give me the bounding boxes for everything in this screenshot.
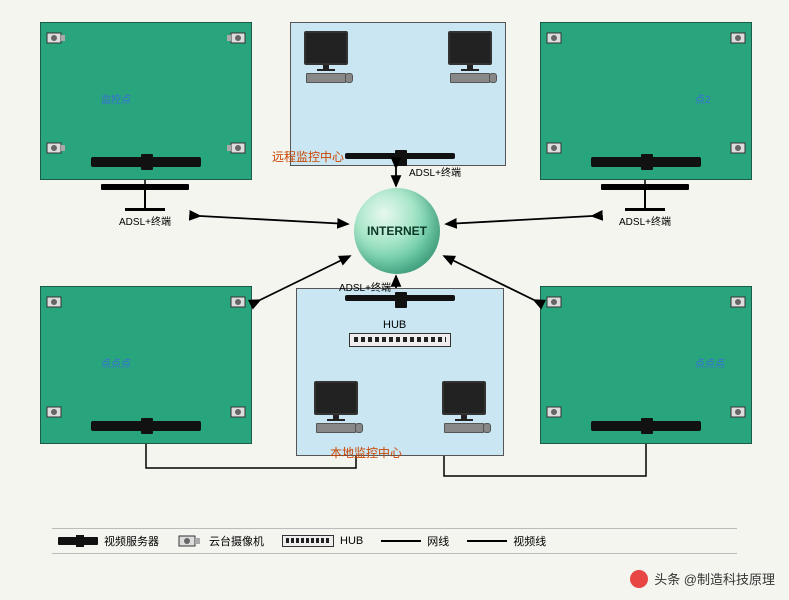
diagram-canvas: 监控点 点2 点点点 点点点 ADSL+终端 ADSL+终端 [0, 0, 789, 600]
pc-monitor-icon [439, 381, 489, 433]
camera-icon [45, 137, 67, 159]
camera-icon [545, 27, 567, 49]
camera-icon [177, 531, 203, 551]
video-server [591, 157, 701, 167]
watermark: 头条 @制造科技原理 [630, 569, 775, 588]
camera-icon [45, 291, 67, 313]
adsl-top-left: ADSL+终端 [100, 184, 190, 228]
pc-monitor-icon [311, 381, 361, 433]
legend-item: 视频线 [467, 533, 546, 549]
hub-label: HUB [383, 319, 406, 331]
site-label: 点2 [695, 91, 711, 106]
legend-label: 云台摄像机 [209, 533, 264, 549]
video-server [591, 421, 701, 431]
camera-icon [545, 137, 567, 159]
legend-item: HUB [282, 535, 363, 547]
site-bottom-left: 点点点 [40, 286, 252, 444]
adsl-label: ADSL+终端 [409, 164, 461, 179]
video-server [91, 421, 201, 431]
internet-globe: INTERNET [354, 188, 440, 274]
camera-icon [225, 137, 247, 159]
site-top-right: 点2 [540, 22, 752, 180]
remote-center-label: 远程监控中心 [272, 148, 344, 165]
camera-icon [225, 27, 247, 49]
hub-device [349, 333, 451, 347]
camera-icon [545, 401, 567, 423]
legend-item: 网线 [381, 533, 449, 549]
adsl-device [345, 295, 455, 301]
local-center-label: 本地监控中心 [330, 444, 402, 461]
site-top-left: 监控点 [40, 22, 252, 180]
video-server-icon [58, 537, 98, 545]
camera-icon [725, 291, 747, 313]
site-label: 点点点 [101, 355, 131, 370]
legend-label: HUB [340, 535, 363, 547]
local-center-box: ADSL+终端 HUB [296, 288, 504, 456]
camera-icon [45, 401, 67, 423]
line-icon [381, 540, 421, 542]
internet-label: INTERNET [367, 224, 427, 238]
pc-monitor-icon [445, 31, 495, 83]
line-icon [467, 540, 507, 542]
pc-monitor-icon [301, 31, 351, 83]
hub-icon [282, 535, 334, 547]
watermark-text: 头条 @制造科技原理 [654, 569, 775, 588]
camera-icon [725, 137, 747, 159]
legend-label: 视频线 [513, 533, 546, 549]
camera-icon [545, 291, 567, 313]
adsl-device [345, 153, 455, 159]
watermark-logo-icon [630, 570, 648, 588]
adsl-top-right: ADSL+终端 [600, 184, 690, 228]
adsl-label: ADSL+终端 [600, 213, 690, 228]
site-bottom-right: 点点点 [540, 286, 752, 444]
legend-label: 网线 [427, 533, 449, 549]
legend: 视频服务器 云台摄像机 HUB 网线 视频线 [52, 528, 737, 554]
site-label: 点点点 [695, 355, 725, 370]
camera-icon [725, 401, 747, 423]
camera-icon [45, 27, 67, 49]
legend-item: 视频服务器 [58, 533, 159, 549]
video-server [91, 157, 201, 167]
site-label: 监控点 [101, 91, 131, 106]
legend-label: 视频服务器 [104, 533, 159, 549]
adsl-label: ADSL+终端 [100, 213, 190, 228]
camera-icon [725, 27, 747, 49]
camera-icon [225, 401, 247, 423]
adsl-label: ADSL+终端 [339, 279, 391, 294]
remote-center-box: ADSL+终端 [290, 22, 506, 166]
legend-item: 云台摄像机 [177, 531, 264, 551]
camera-icon [225, 291, 247, 313]
